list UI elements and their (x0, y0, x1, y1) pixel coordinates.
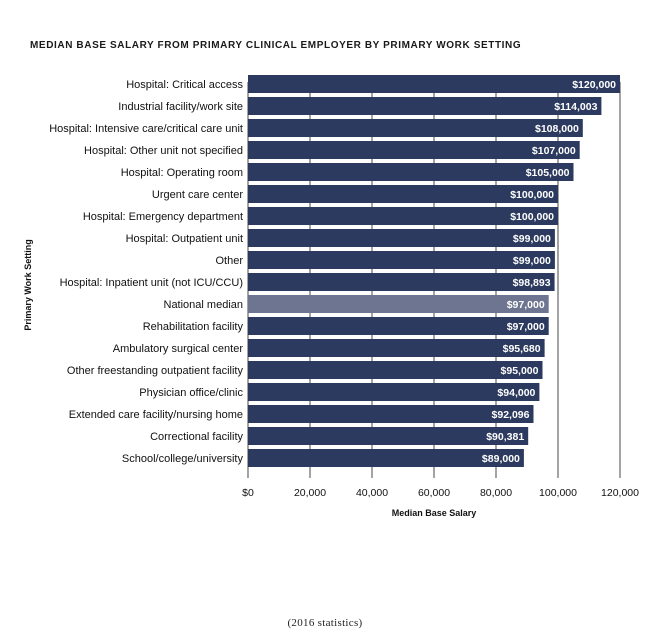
y-axis-label: Primary Work Setting (23, 239, 33, 330)
category-label: School/college/university (122, 453, 244, 465)
bar (248, 141, 580, 159)
bar-value-label: $95,000 (501, 365, 539, 377)
x-axis-label: Median Base Salary (392, 508, 477, 518)
bar-value-label: $99,000 (513, 233, 551, 245)
bar-value-label: $107,000 (532, 145, 576, 157)
bar (248, 405, 534, 423)
bar-value-label: $108,000 (535, 123, 579, 135)
bar-value-label: $92,096 (492, 409, 530, 421)
bar-value-label: $105,000 (526, 167, 570, 179)
category-label: Extended care facility/nursing home (69, 409, 243, 421)
bar (248, 251, 555, 269)
category-label: Hospital: Intensive care/critical care u… (49, 123, 243, 135)
x-tick-labels: $0 20,000 40,000 60,000 80,000 100,000 120,000 (242, 487, 639, 499)
bar (248, 317, 549, 335)
category-label: Rehabilitation facility (143, 321, 244, 333)
category-label: Hospital: Emergency department (83, 211, 243, 223)
category-label: Hospital: Critical access (126, 79, 243, 91)
bar (248, 273, 555, 291)
x-tick-label: 100,000 (539, 487, 577, 499)
x-tick-label: $0 (242, 487, 254, 499)
bar-value-label: $100,000 (510, 211, 554, 223)
bar (248, 427, 529, 445)
bar (248, 163, 574, 181)
category-label: Industrial facility/work site (118, 101, 243, 113)
bar-value-label: $114,003 (554, 101, 597, 113)
bar-value-label: $90,381 (486, 431, 524, 443)
bar-value-label: $97,000 (507, 321, 545, 333)
category-label: Hospital: Operating room (121, 167, 243, 179)
x-tick-label: 40,000 (356, 487, 388, 499)
category-label: Correctional facility (150, 431, 243, 443)
bar (248, 361, 543, 379)
x-tick-label: 60,000 (418, 487, 450, 499)
bar-value-label: $100,000 (510, 189, 554, 201)
bar-value-label: $99,000 (513, 255, 551, 267)
bar (248, 339, 545, 357)
bar-value-label: $97,000 (507, 299, 545, 311)
bar-value-label: $120,000 (572, 79, 616, 91)
category-label: Hospital: Outpatient unit (126, 233, 243, 245)
footnote: (2016 statistics) (287, 617, 363, 629)
chart-title: MEDIAN BASE SALARY FROM PRIMARY CLINICAL… (30, 40, 522, 51)
category-label: Other (215, 255, 243, 267)
bar (248, 75, 620, 93)
category-label: Urgent care center (152, 189, 243, 201)
bar (248, 119, 583, 137)
bar (248, 185, 558, 203)
category-label: Physician office/clinic (139, 387, 243, 399)
category-label: Hospital: Other unit not specified (84, 145, 243, 157)
category-label: Ambulatory surgical center (113, 343, 244, 355)
x-tick-label: 80,000 (480, 487, 512, 499)
category-labels: Hospital: Critical access Industrial faci… (49, 79, 243, 465)
bars (248, 75, 620, 467)
category-label: Hospital: Inpatient unit (not ICU/CCU) (60, 277, 243, 289)
bar-value-label: $98,893 (513, 277, 551, 289)
bar (248, 383, 540, 401)
bar (248, 295, 549, 313)
x-tick-label: 120,000 (601, 487, 639, 499)
bar (248, 449, 524, 467)
data-labels: $120,000 $114,003 $108,000 $107,000 $105,000… (482, 79, 616, 465)
category-label: National median (164, 299, 244, 311)
bar (248, 229, 555, 247)
x-tick-label: 20,000 (294, 487, 326, 499)
category-label: Other freestanding outpatient facility (67, 365, 244, 377)
bar-value-label: $94,000 (497, 387, 535, 399)
bar (248, 207, 558, 225)
bar-value-label: $89,000 (482, 453, 520, 465)
bar-value-label: $95,680 (503, 343, 541, 355)
bar (248, 97, 602, 115)
